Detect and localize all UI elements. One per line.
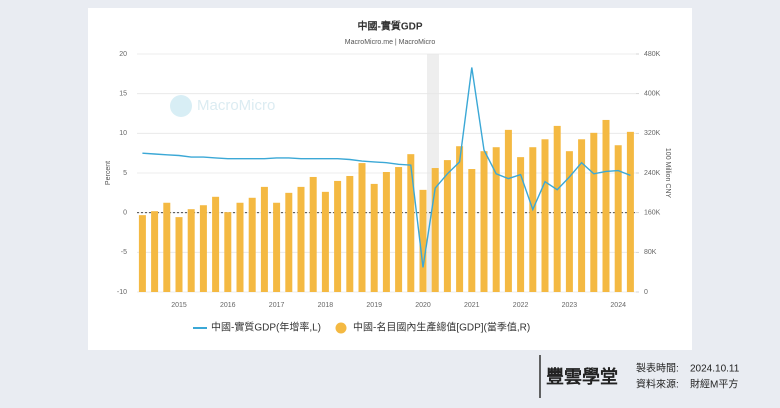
x-tick-label: 2016 (220, 302, 236, 309)
bar (529, 147, 537, 292)
footer-source-label: 資料來源: (636, 378, 679, 391)
bar (626, 131, 634, 292)
y-tick-label: 15 (119, 91, 127, 98)
bar (187, 209, 195, 292)
line (142, 67, 631, 268)
y2-tick-label: 400K (644, 91, 661, 98)
bar (334, 180, 342, 292)
bar (285, 192, 293, 292)
bar (212, 196, 220, 292)
footer-source: 財經M平方 (690, 378, 738, 391)
bar (309, 176, 317, 292)
footer-date-label: 製表時間: (636, 362, 679, 375)
bar (260, 186, 268, 292)
x-tick-label: 2015 (171, 302, 187, 309)
bar (199, 205, 207, 292)
legend-label: 中國-實質GDP(年增率,L) (211, 321, 321, 334)
bar (517, 157, 525, 292)
y-tick-label: 20 (119, 51, 127, 58)
bar (382, 172, 390, 292)
y2-tick-label: 480K (644, 51, 661, 58)
x-tick-label: 2017 (269, 302, 285, 309)
bar (236, 202, 244, 292)
footer-date: 2024.10.11 (690, 364, 740, 375)
x-tick-label: 2024 (610, 302, 626, 309)
bar (248, 197, 256, 292)
y2-tick-label: 0 (644, 289, 648, 296)
card (88, 8, 692, 350)
bar (468, 169, 476, 292)
y-tick-label: 10 (119, 130, 127, 137)
bar (565, 151, 573, 292)
bar (492, 147, 500, 292)
bar (480, 151, 488, 292)
bar (151, 211, 159, 292)
bar (602, 119, 610, 292)
bar (138, 215, 146, 292)
bar (407, 154, 415, 292)
bar (553, 125, 561, 292)
bar (346, 175, 354, 292)
x-tick-label: 2023 (562, 302, 578, 309)
y2-tick-label: 320K (644, 130, 661, 137)
bar (614, 145, 622, 292)
legend-label: 中國-名目國內生產總值[GDP](當季值,R) (353, 321, 530, 334)
bar (590, 132, 598, 292)
bar (431, 168, 439, 292)
bar (358, 163, 366, 292)
chart-title: 中國-實質GDP (358, 20, 423, 33)
bar (541, 139, 549, 292)
bar (175, 217, 183, 292)
bar (395, 167, 403, 292)
x-tick-label: 2018 (318, 302, 334, 309)
footer-brand: 豐雲學堂 (546, 366, 618, 387)
y2-axis-label: 100 Million CNY (664, 148, 671, 199)
bar (456, 146, 464, 292)
y2-tick-label: 240K (644, 170, 661, 177)
chart-subtitle: MacroMicro.me | MacroMicro (345, 39, 436, 46)
bar (321, 191, 329, 292)
x-tick-label: 2019 (366, 302, 382, 309)
bar (504, 129, 512, 292)
y2-tick-label: 80K (644, 249, 657, 256)
y-tick-label: 0 (123, 210, 127, 217)
bar (443, 160, 451, 292)
watermark-logo (170, 95, 192, 117)
bar (224, 212, 232, 292)
watermark: MacroMicro (197, 97, 275, 114)
y-tick-label: -5 (121, 249, 127, 256)
x-tick-label: 2021 (464, 302, 480, 309)
bar (370, 183, 378, 292)
y2-tick-label: 160K (644, 210, 661, 217)
bar (578, 139, 586, 292)
bar (297, 186, 305, 292)
x-tick-label: 2020 (415, 302, 431, 309)
y-tick-label: -10 (117, 289, 127, 296)
y-tick-label: 5 (123, 170, 127, 177)
bar (163, 202, 171, 292)
x-tick-label: 2022 (513, 302, 529, 309)
bar (273, 202, 281, 292)
y-axis-label: Percent (105, 161, 112, 185)
legend-swatch (335, 322, 347, 334)
bar (419, 189, 427, 292)
